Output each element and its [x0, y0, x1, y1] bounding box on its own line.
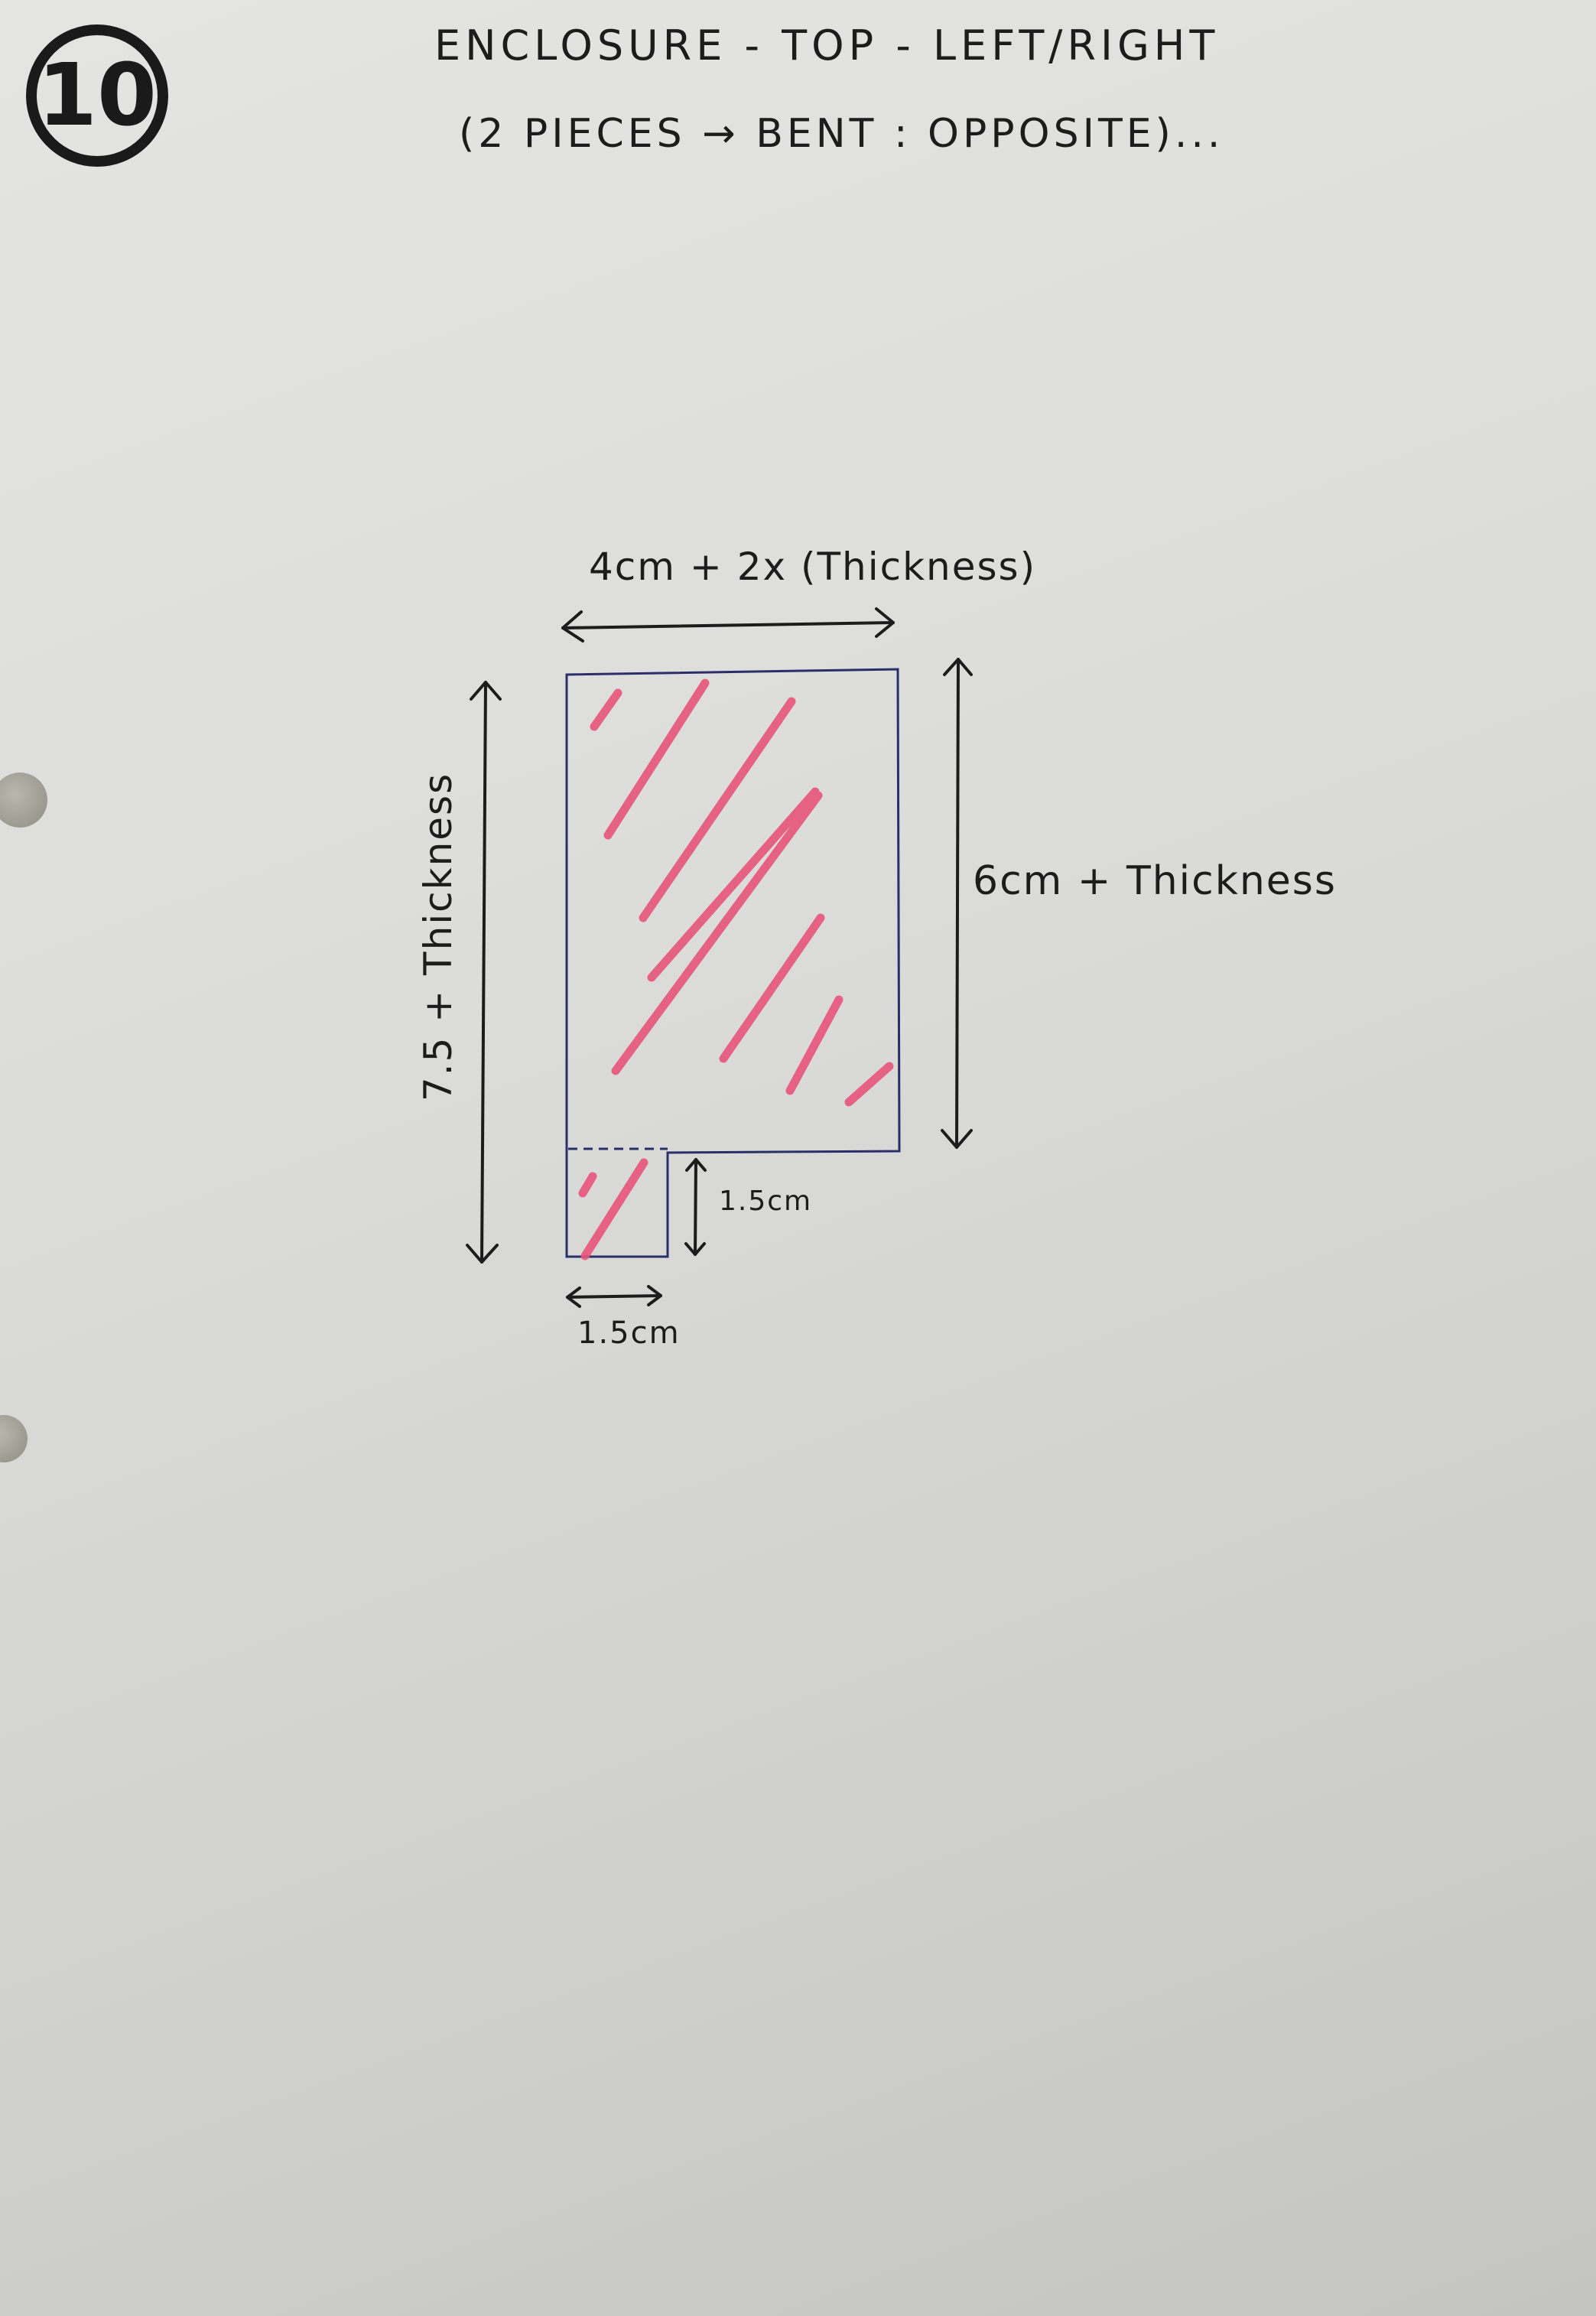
tab-width-dimension-label: 1.5cm [577, 1316, 681, 1351]
punch-hole-top [0, 773, 47, 828]
panel-hatching [578, 678, 894, 1260]
left-height-dimension-label: 7.5 + Thickness [416, 772, 460, 1102]
right-height-dimension-label: 6cm + Thickness [973, 858, 1337, 904]
page-subtitle: (2 PIECES → BENT : OPPOSITE)... [459, 111, 1224, 157]
tab-height-dimension-label: 1.5cm [719, 1186, 813, 1217]
panel-outline [565, 668, 901, 1258]
page-title: ENCLOSURE - TOP - LEFT/RIGHT [434, 21, 1220, 70]
width-dimension-label: 4cm + 2x (Thickness) [589, 545, 1037, 589]
dimension-arrows [466, 607, 973, 1308]
